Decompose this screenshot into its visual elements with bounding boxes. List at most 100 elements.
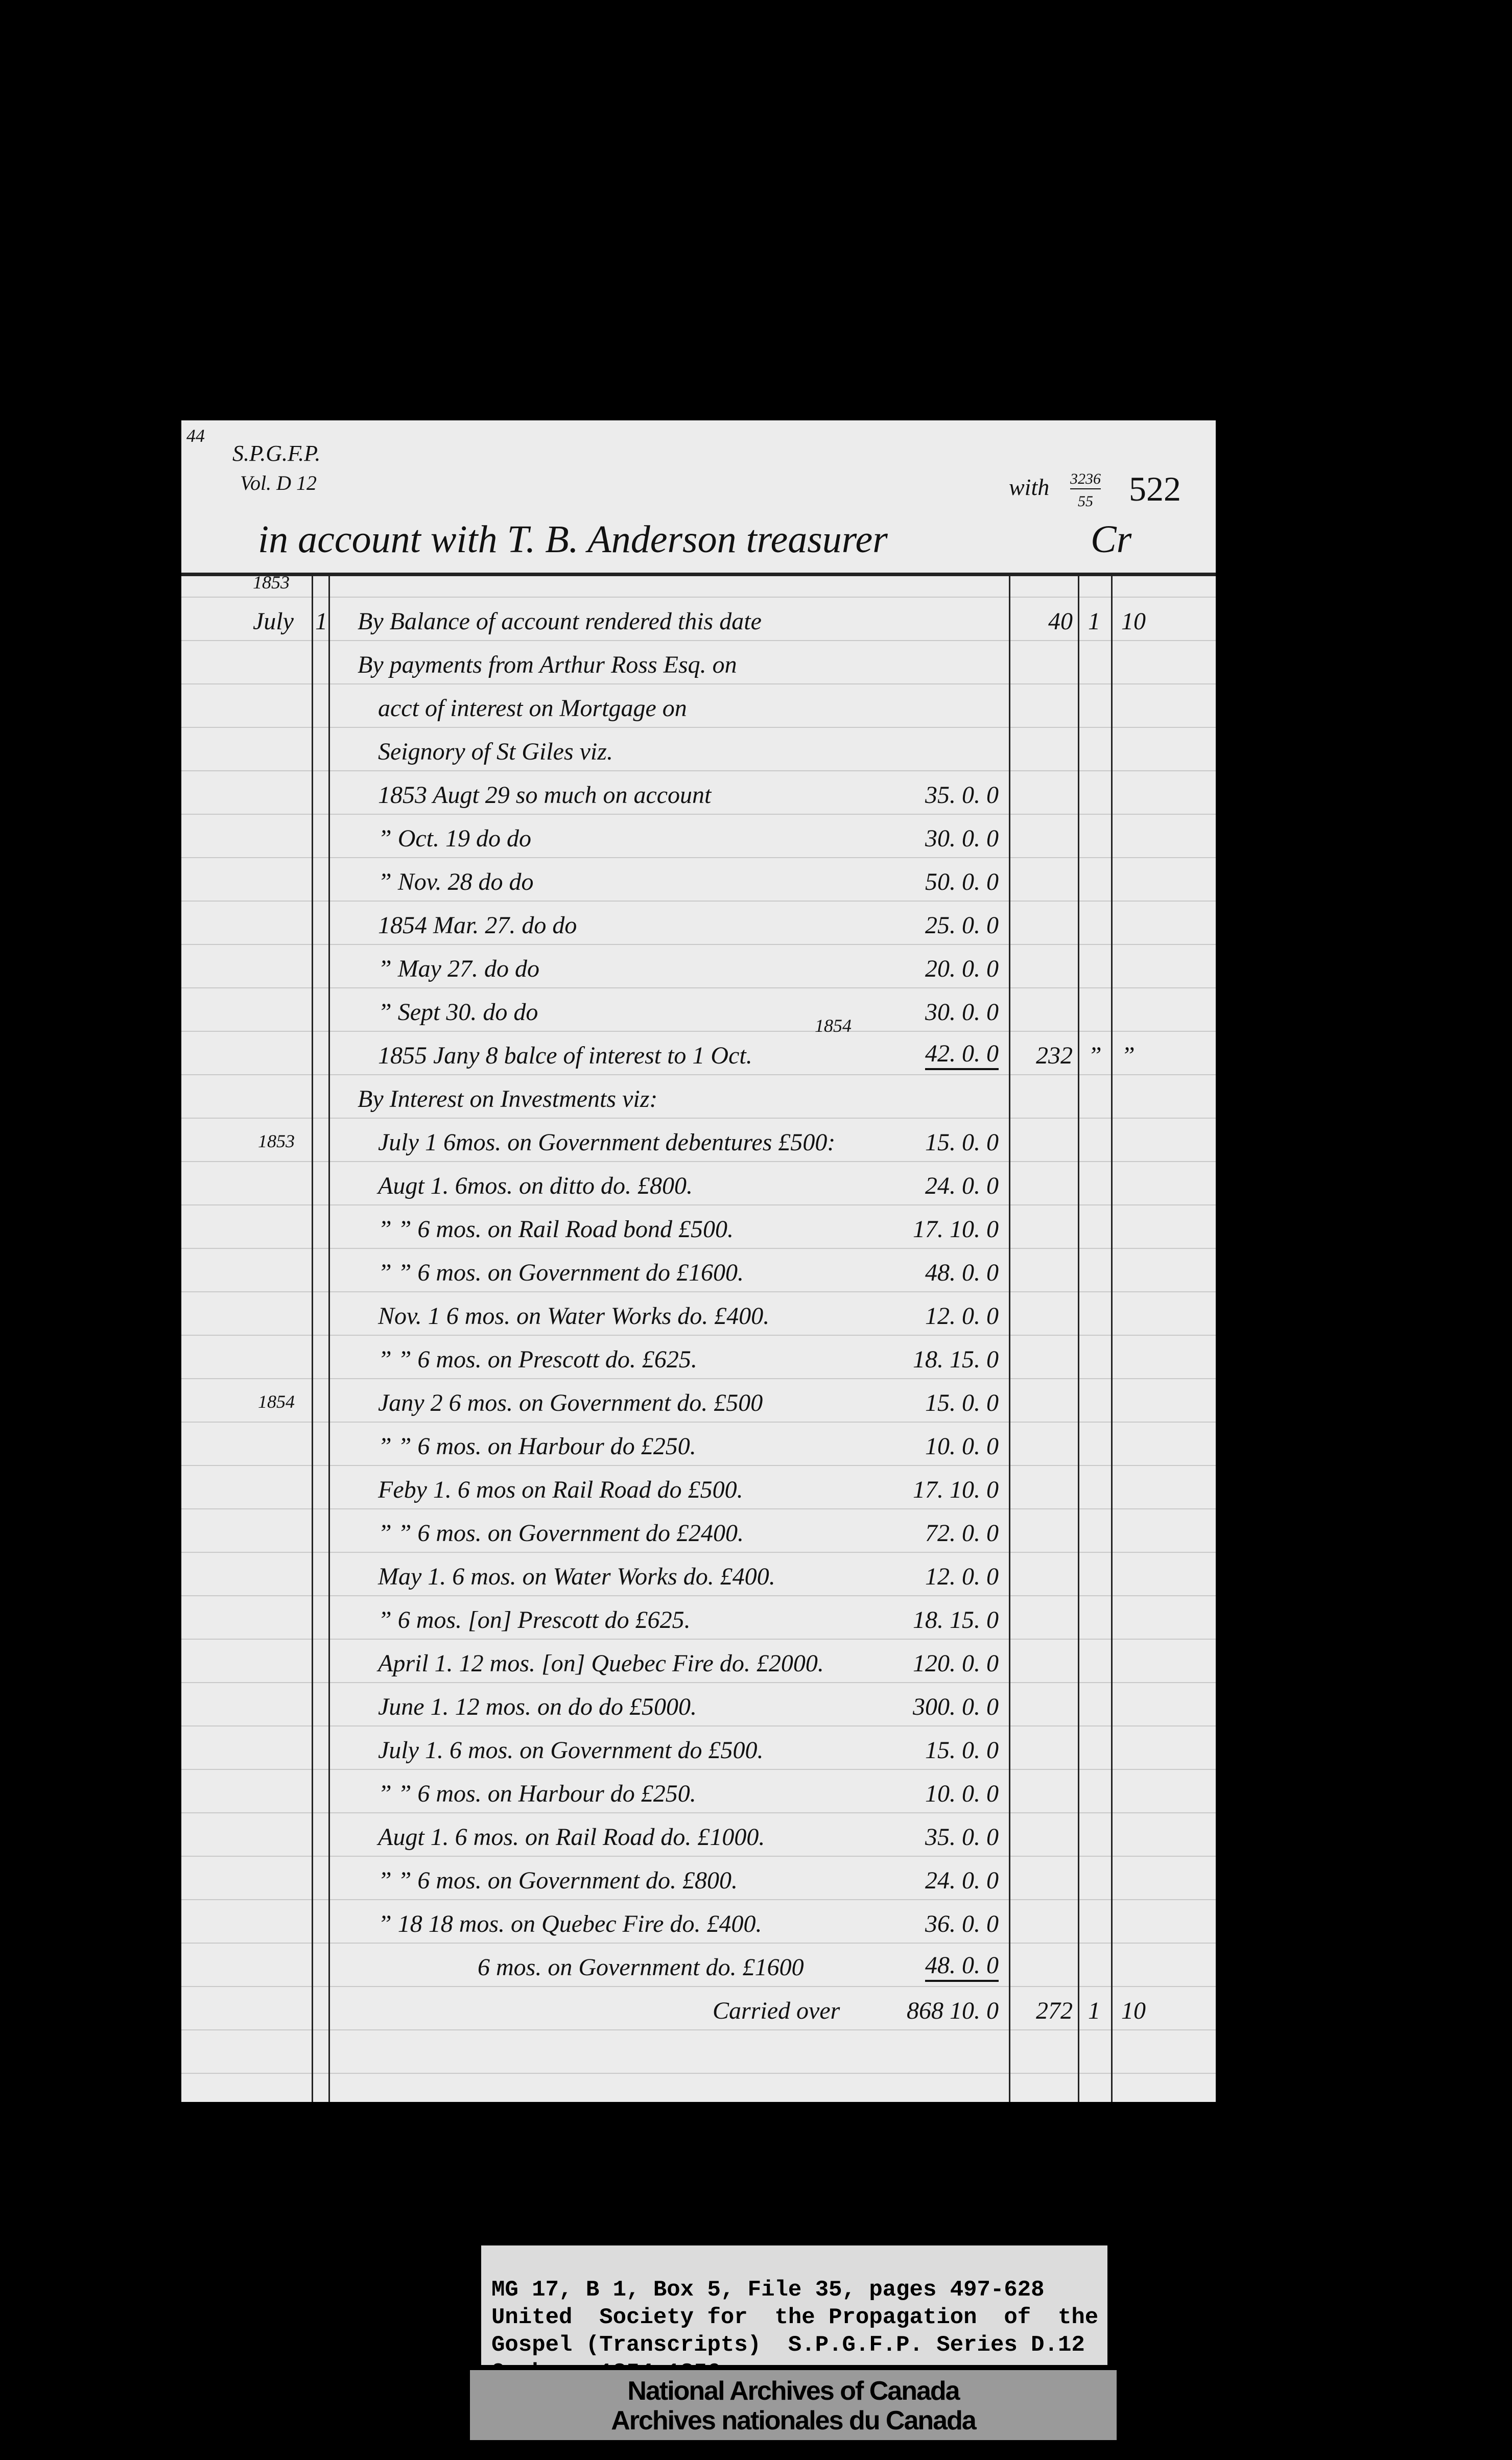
entry-description: Nov. 1 6 mos. on Water Works do. £400.	[378, 1303, 770, 1330]
ruled-line	[181, 1899, 1216, 1900]
entry-month: July	[253, 608, 294, 635]
entry-description: 6 mos. on Government do. £1600	[478, 1954, 804, 1981]
ledger-row: 1854 Jany 2 6 mos. on Government do. £500…	[181, 1378, 1216, 1422]
entry-shillings: 1	[1088, 1997, 1100, 2024]
ruled-line	[181, 1639, 1216, 1640]
ruled-line	[181, 1595, 1216, 1596]
entry-year: 1853	[258, 1131, 295, 1151]
stamp-line-english: National Archives of Canada	[627, 2376, 960, 2406]
entry-description: 1854 Mar. 27. do do	[378, 912, 577, 939]
entry-description: By Interest on Investments viz:	[358, 1085, 658, 1113]
entry-year: 1854	[258, 1391, 295, 1412]
entry-subamount: 17. 10. 0	[913, 1216, 999, 1243]
entry-pounds: 232	[1036, 1042, 1073, 1069]
entry-description: Augt 1. 6 mos. on Rail Road do. £1000.	[378, 1824, 765, 1851]
shillings-column-line	[1078, 574, 1079, 2102]
ruled-line	[181, 1682, 1216, 1683]
entry-description: ” Nov. 28 do do	[378, 868, 534, 895]
ruled-line	[181, 1552, 1216, 1553]
entry-subamount: 48. 0. 0	[925, 1951, 999, 1982]
entry-description: ” Sept 30. do do	[378, 999, 538, 1026]
entry-subamount: 50. 0. 0	[925, 868, 999, 895]
entry-description: By payments from Arthur Ross Esq. on	[358, 651, 737, 678]
ledger-row: By payments from Arthur Ross Esq. on	[181, 640, 1216, 683]
ledger-title: in account with T. B. Anderson treasurer	[258, 518, 888, 561]
entry-subamount: 30. 0. 0	[925, 825, 999, 852]
entry-subamount: 48. 0. 0	[925, 1259, 999, 1286]
entry-description: Seignory of St Giles viz.	[378, 738, 613, 765]
ledger-row: Nov. 1 6 mos. on Water Works do. £400. 12…	[181, 1291, 1216, 1335]
ruled-line	[181, 1335, 1216, 1336]
entry-pence: 10	[1121, 1997, 1146, 2024]
ledger-row: By Interest on Investments viz:	[181, 1074, 1216, 1118]
entry-description: ” ” 6 mos. on Prescott do. £625.	[378, 1346, 697, 1373]
ledger-row: ” ” 6 mos. on Government do £2400. 72. 0.…	[181, 1508, 1216, 1552]
entry-subamount: 24. 0. 0	[925, 1172, 999, 1199]
with-note: with	[1009, 474, 1050, 500]
entry-description: Feby 1. 6 mos on Rail Road do £500.	[378, 1476, 743, 1503]
entry-description: Jany 2 6 mos. on Government do. £500	[378, 1389, 763, 1416]
entry-subamount: 120. 0. 0	[913, 1650, 999, 1677]
entry-description: July 1 6mos. on Government debentures £5…	[378, 1129, 836, 1156]
entry-description: 1853 Augt 29 so much on account	[378, 782, 712, 809]
entry-subamount: 12. 0. 0	[925, 1303, 999, 1330]
entry-description: ” 6 mos. [on] Prescott do £625.	[378, 1606, 691, 1634]
ledger-row: ” 6 mos. [on] Prescott do £625. 18. 15. 0	[181, 1595, 1216, 1639]
entry-shillings: ”	[1088, 1042, 1102, 1069]
entry-subamount: 42. 0. 0	[925, 1039, 999, 1070]
entry-description: May 1. 6 mos. on Water Works do. £400.	[378, 1563, 775, 1590]
entry-description: ” ” 6 mos. on Harbour do £250.	[378, 1433, 696, 1460]
ledger-row: Augt 1. 6 mos. on Rail Road do. £1000. 35…	[181, 1812, 1216, 1856]
ruled-line	[181, 727, 1216, 728]
entry-subamount: 35. 0. 0	[925, 782, 999, 809]
ruled-line	[181, 1508, 1216, 1509]
entry-subamount: 12. 0. 0	[925, 1563, 999, 1590]
pounds-column-line	[1009, 574, 1010, 2102]
entry-shillings: 1	[1088, 608, 1100, 635]
ledger-row: Seignory of St Giles viz.	[181, 727, 1216, 770]
entry-subamount: 15. 0. 0	[925, 1737, 999, 1764]
entry-pence: 10	[1121, 608, 1146, 635]
ruled-line	[181, 770, 1216, 771]
entry-description: ” ” 6 mos. on Government do. £800.	[378, 1867, 738, 1894]
ledger-row: ” ” 6 mos. on Harbour do £250. 10. 0. 0	[181, 1422, 1216, 1465]
archives-stamp: National Archives of Canada Archives nat…	[470, 2370, 1117, 2440]
ruled-line	[181, 1118, 1216, 1119]
ruled-line	[181, 1378, 1216, 1379]
ledger-row: ” Nov. 28 do do 50. 0. 0	[181, 857, 1216, 901]
ruled-line	[181, 987, 1216, 988]
entry-subamount: 25. 0. 0	[925, 912, 999, 939]
date-column-line	[312, 574, 313, 2102]
ruled-line	[181, 1986, 1216, 1987]
ledger-row: June 1. 12 mos. on do do £5000. 300. 0. 0	[181, 1682, 1216, 1725]
entry-pounds: 272	[1036, 1997, 1073, 2024]
ruled-line	[181, 814, 1216, 815]
ledger-row: ” ” 6 mos. on Harbour do £250. 10. 0. 0	[181, 1769, 1216, 1812]
pence-column-line	[1111, 574, 1113, 2102]
entry-subamount: 15. 0. 0	[925, 1389, 999, 1416]
ledger-row: ” ” 6 mos. on Prescott do. £625. 18. 15. …	[181, 1335, 1216, 1378]
fraction-bottom: 55	[1078, 493, 1093, 510]
ruled-line	[181, 1161, 1216, 1162]
ruled-line	[181, 1422, 1216, 1423]
ruled-line	[181, 1204, 1216, 1205]
ruled-line	[181, 597, 1216, 598]
entry-description: ” ” 6 mos. on Rail Road bond £500.	[378, 1216, 734, 1243]
ledger-page: 44 S.P.G.F.P. Vol. D 12 with 3236 55 522…	[181, 420, 1216, 2102]
ruled-line	[181, 857, 1216, 858]
page-number: 522	[1129, 469, 1181, 508]
entry-pence: ”	[1121, 1042, 1135, 1069]
ledger-row: Augt 1. 6mos. on ditto do. £800. 24. 0. 0	[181, 1161, 1216, 1204]
reference-line-2: Vol. D 12	[240, 471, 317, 494]
entry-subamount: 36. 0. 0	[925, 1910, 999, 1937]
ledger-row: ” ” 6 mos. on Government do. £800. 24. 0.…	[181, 1856, 1216, 1899]
entry-subamount: 18. 15. 0	[913, 1606, 999, 1634]
entry-description: ” Oct. 19 do do	[378, 825, 531, 852]
ledger-row: acct of interest on Mortgage on	[181, 683, 1216, 727]
entry-description: Augt 1. 6mos. on ditto do. £800.	[378, 1172, 693, 1199]
ledger-row: Feby 1. 6 mos on Rail Road do £500. 17. 1…	[181, 1465, 1216, 1508]
ledger-row: ” 18 18 mos. on Quebec Fire do. £400. 36.…	[181, 1899, 1216, 1943]
ledger-row: 1853 July 1 By Balance of account rendered …	[181, 572, 1216, 640]
credit-side-label: Cr	[1091, 518, 1132, 561]
entry-description: ” ” 6 mos. on Harbour do £250.	[378, 1780, 696, 1807]
